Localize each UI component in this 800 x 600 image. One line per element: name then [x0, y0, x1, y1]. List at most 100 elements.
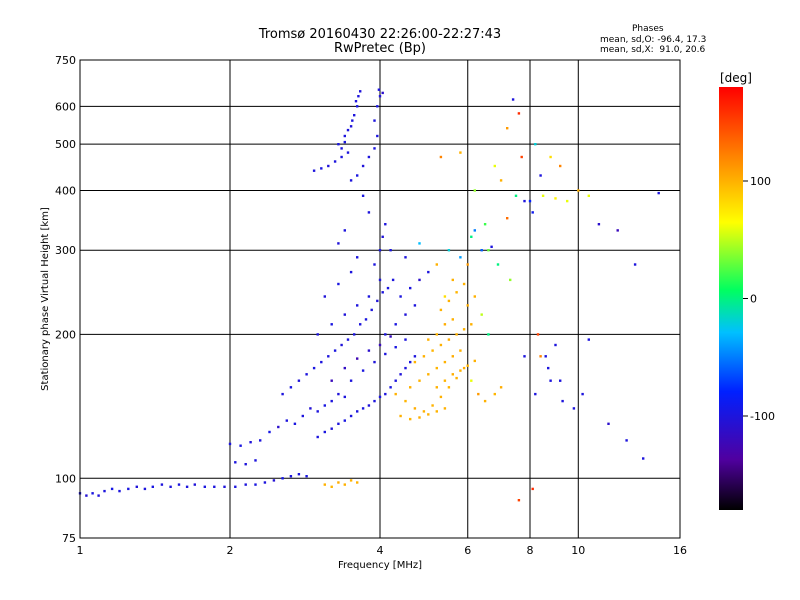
data-point — [487, 333, 490, 336]
data-point — [384, 223, 387, 226]
data-point — [413, 360, 417, 364]
data-point — [473, 229, 476, 232]
data-point — [459, 369, 462, 372]
data-point — [185, 485, 189, 488]
y-tick-label: 100 — [55, 472, 76, 485]
data-point — [523, 199, 526, 203]
data-point — [373, 399, 376, 403]
data-point — [381, 91, 384, 95]
data-point — [228, 442, 232, 446]
data-point — [377, 88, 381, 91]
data-point — [389, 335, 392, 338]
data-point — [327, 164, 330, 168]
data-point — [427, 373, 430, 376]
data-point — [427, 413, 430, 416]
data-point — [520, 155, 523, 159]
data-point — [549, 155, 552, 159]
data-point — [547, 366, 550, 370]
data-point — [435, 333, 438, 336]
phases-mean-o: mean, sd,O: -96.4, 17.3 — [600, 35, 707, 45]
data-point — [367, 155, 371, 159]
data-point — [404, 256, 407, 259]
data-point — [607, 422, 610, 425]
chart-subtitle: RwPretec (Bp) — [333, 41, 427, 56]
data-point — [404, 399, 407, 403]
data-point — [135, 485, 138, 488]
data-point — [85, 494, 88, 497]
data-point — [254, 459, 257, 462]
data-point — [455, 376, 458, 380]
data-point — [581, 392, 584, 396]
data-point — [337, 242, 340, 245]
data-point — [413, 304, 417, 307]
data-point — [127, 487, 130, 491]
data-point — [531, 487, 534, 491]
data-point — [496, 263, 500, 266]
data-point — [343, 140, 346, 144]
data-point — [289, 475, 293, 478]
data-point — [435, 263, 438, 266]
data-point — [409, 386, 412, 389]
data-point — [447, 338, 451, 341]
data-point — [487, 249, 490, 252]
data-point — [381, 291, 384, 294]
data-point — [340, 343, 343, 347]
data-point — [351, 119, 354, 122]
data-point — [97, 494, 100, 497]
data-point — [349, 270, 353, 274]
data-point — [531, 211, 534, 214]
data-point — [544, 355, 547, 358]
data-point — [391, 278, 395, 282]
data-point — [554, 343, 557, 347]
data-point — [234, 461, 237, 464]
data-point — [337, 481, 340, 484]
data-point — [263, 481, 267, 484]
data-point — [443, 295, 447, 298]
data-point — [309, 407, 312, 410]
data-point — [528, 199, 532, 203]
data-point — [394, 392, 397, 396]
data-point — [353, 333, 356, 336]
data-point — [316, 333, 319, 336]
data-point — [539, 174, 542, 177]
data-point — [346, 151, 350, 154]
data-point — [359, 90, 362, 93]
x-tick-label: 1 — [77, 544, 84, 557]
data-point — [330, 485, 333, 488]
data-point — [451, 373, 454, 376]
data-point — [356, 256, 359, 259]
data-point — [657, 191, 660, 195]
data-point — [349, 479, 353, 482]
data-point — [356, 304, 359, 307]
data-point — [177, 483, 181, 486]
data-point — [470, 323, 473, 326]
data-point — [378, 343, 382, 347]
data-point — [431, 404, 434, 407]
data-point — [213, 485, 216, 488]
data-point — [418, 278, 421, 282]
data-point — [367, 349, 371, 352]
data-point — [572, 407, 576, 410]
data-point — [539, 355, 542, 358]
data-point — [254, 483, 257, 486]
data-point — [143, 487, 147, 491]
data-point — [418, 242, 421, 245]
colorbar-ticks: 100 0 -100 — [743, 175, 775, 423]
data-point — [281, 477, 284, 480]
data-point — [320, 167, 323, 170]
data-point — [340, 155, 343, 159]
data-point — [459, 151, 462, 154]
data-point — [517, 112, 521, 115]
data-point — [443, 323, 447, 326]
data-point — [297, 379, 301, 382]
data-point — [534, 392, 537, 396]
data-point — [427, 270, 430, 274]
data-point — [511, 98, 515, 101]
data-point — [160, 483, 164, 486]
data-point — [373, 119, 376, 122]
data-point — [443, 379, 447, 382]
colorbar-unit-label: [deg] — [720, 71, 752, 85]
data-point — [346, 128, 350, 132]
data-point — [389, 386, 392, 389]
data-point — [373, 147, 376, 150]
